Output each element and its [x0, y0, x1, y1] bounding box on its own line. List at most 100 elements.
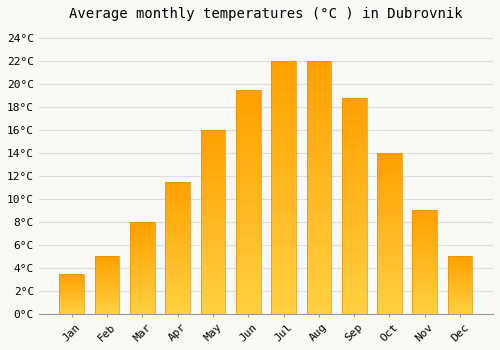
Bar	[130, 298, 155, 299]
Bar	[236, 247, 260, 251]
Bar	[448, 290, 472, 291]
Bar	[236, 175, 260, 179]
Bar	[60, 311, 84, 312]
Bar	[412, 210, 437, 212]
Bar	[271, 264, 296, 268]
Bar	[271, 127, 296, 132]
Bar	[412, 221, 437, 223]
Bar	[271, 86, 296, 91]
Bar	[60, 292, 84, 293]
Bar	[342, 141, 366, 145]
Bar	[94, 280, 120, 281]
Bar	[448, 286, 472, 288]
Bar	[60, 280, 84, 281]
Bar	[306, 304, 331, 309]
Bar	[130, 310, 155, 312]
Bar	[200, 130, 226, 134]
Bar	[130, 237, 155, 238]
Bar	[166, 229, 190, 232]
Bar	[200, 303, 226, 307]
Bar	[236, 265, 260, 269]
Bar	[271, 132, 296, 137]
Bar	[412, 293, 437, 295]
Bar	[166, 240, 190, 243]
Bar	[377, 156, 402, 159]
Bar	[448, 267, 472, 268]
Bar	[342, 202, 366, 206]
Bar	[60, 284, 84, 285]
Bar	[200, 181, 226, 185]
Bar	[236, 166, 260, 170]
Bar	[342, 111, 366, 115]
Bar	[94, 284, 120, 285]
Bar	[448, 261, 472, 262]
Bar	[94, 269, 120, 270]
Bar	[306, 253, 331, 258]
Bar	[166, 261, 190, 264]
Bar	[342, 145, 366, 149]
Bar	[342, 236, 366, 240]
Bar	[342, 301, 366, 305]
Bar	[236, 301, 260, 305]
Bar	[412, 250, 437, 252]
Bar	[200, 222, 226, 226]
Bar	[166, 224, 190, 227]
Bar	[94, 259, 120, 260]
Bar	[306, 172, 331, 177]
Bar	[236, 117, 260, 121]
Bar	[130, 229, 155, 231]
Bar	[448, 281, 472, 282]
Bar	[377, 246, 402, 250]
Bar	[412, 227, 437, 229]
Bar	[448, 288, 472, 289]
Bar	[94, 283, 120, 284]
Bar	[271, 117, 296, 121]
Bar	[94, 306, 120, 307]
Bar	[271, 273, 296, 279]
Bar	[377, 227, 402, 230]
Bar	[412, 300, 437, 302]
Bar	[271, 142, 296, 147]
Bar	[412, 289, 437, 291]
Bar	[271, 289, 296, 294]
Bar	[166, 216, 190, 219]
Bar	[166, 221, 190, 224]
Bar	[448, 300, 472, 301]
Bar	[166, 205, 190, 208]
Bar	[377, 175, 402, 178]
Bar	[200, 296, 226, 299]
Bar	[377, 266, 402, 269]
Bar	[306, 101, 331, 106]
Bar	[306, 111, 331, 117]
Bar	[94, 300, 120, 301]
Bar	[448, 292, 472, 293]
Bar	[342, 136, 366, 141]
Bar	[306, 157, 331, 162]
Bar	[342, 297, 366, 301]
Bar	[448, 282, 472, 283]
Bar	[94, 305, 120, 306]
Bar	[94, 265, 120, 266]
Bar	[412, 266, 437, 268]
Bar	[271, 284, 296, 289]
Bar	[166, 301, 190, 303]
Bar	[271, 66, 296, 71]
Bar	[448, 262, 472, 264]
Bar	[306, 299, 331, 304]
Bar	[200, 285, 226, 288]
Bar	[377, 172, 402, 175]
Bar	[60, 285, 84, 286]
Bar	[412, 235, 437, 237]
Bar	[130, 238, 155, 240]
Bar	[412, 217, 437, 219]
Bar	[200, 307, 226, 310]
Bar	[200, 174, 226, 178]
Bar	[271, 182, 296, 187]
Bar	[166, 192, 190, 195]
Bar	[236, 134, 260, 139]
Bar	[94, 264, 120, 265]
Bar	[130, 261, 155, 262]
Bar	[236, 309, 260, 314]
Bar	[60, 276, 84, 277]
Bar	[377, 159, 402, 162]
